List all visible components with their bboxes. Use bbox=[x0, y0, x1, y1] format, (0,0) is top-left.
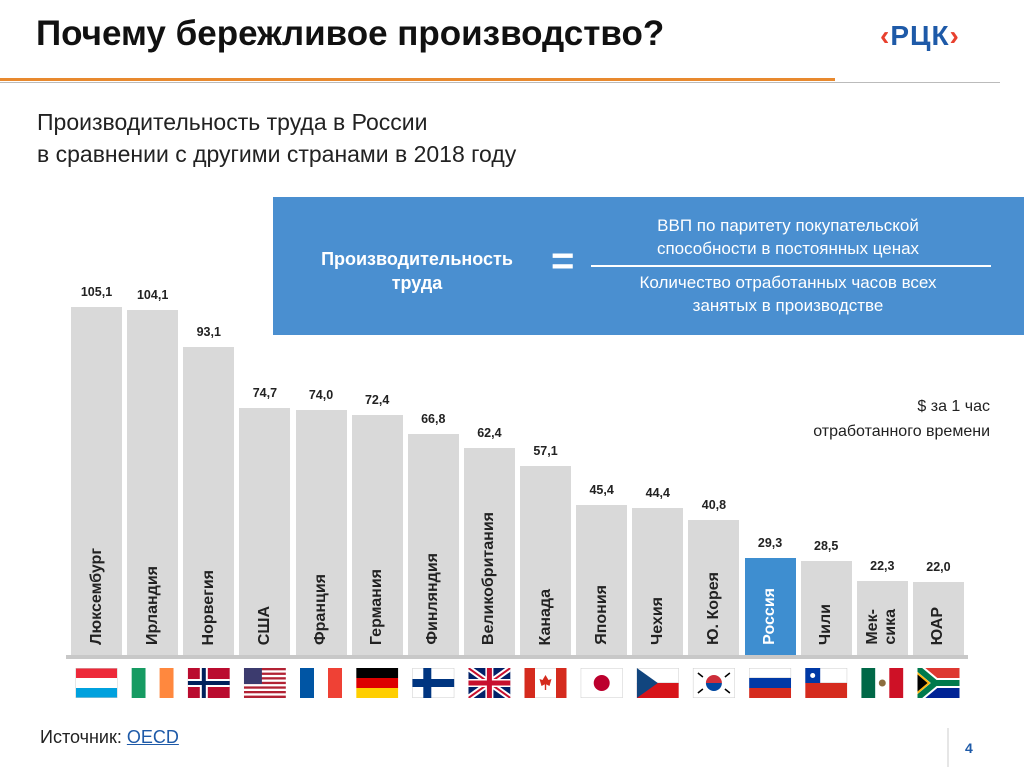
bar bbox=[239, 407, 291, 655]
fraction-line bbox=[591, 265, 991, 267]
value-label: 28,5 bbox=[814, 538, 839, 553]
bar bbox=[295, 409, 347, 655]
formula-denominator: Количество отработанных часов всех занят… bbox=[639, 273, 937, 315]
value-label: 29,3 bbox=[757, 535, 783, 550]
footer-rule bbox=[947, 728, 949, 767]
units-note: $ за 1 час отработанного времени bbox=[813, 398, 990, 440]
value-label: 72,4 bbox=[364, 393, 390, 408]
formula-numerator: ВВП по паритету покупательской способнос… bbox=[656, 216, 920, 258]
bar bbox=[71, 307, 122, 655]
category-label: США bbox=[255, 605, 273, 645]
value-label: 74,0 bbox=[308, 387, 334, 402]
bar bbox=[407, 433, 459, 655]
value-label: 104,1 bbox=[136, 288, 169, 303]
category-label: Великобритания bbox=[480, 511, 498, 645]
value-label: 62,4 bbox=[477, 426, 502, 441]
formula-left: Производительность труда bbox=[321, 249, 513, 293]
flags bbox=[66, 655, 968, 698]
category-label: Ирландия bbox=[143, 566, 161, 645]
category-label: Норвегия bbox=[199, 569, 217, 645]
bar bbox=[744, 557, 796, 655]
value-label: 74,7 bbox=[252, 385, 278, 400]
logo-text: РЦК bbox=[890, 20, 950, 51]
value-label: 22,3 bbox=[870, 559, 895, 574]
value-label: 22,0 bbox=[926, 560, 951, 575]
category-label: Чили bbox=[817, 603, 835, 645]
bar bbox=[520, 465, 572, 655]
source-link[interactable]: OECD bbox=[126, 727, 179, 747]
category-label: Чехия bbox=[648, 597, 666, 645]
value-label: 57,1 bbox=[533, 443, 558, 458]
value-label: 40,8 bbox=[701, 497, 727, 512]
category-label: Мек- сика bbox=[864, 609, 900, 645]
category-label: Япония bbox=[592, 585, 610, 645]
category-label: Финляндия bbox=[424, 553, 442, 645]
slide-title: Почему бережливое производство? bbox=[36, 14, 665, 53]
bar bbox=[183, 346, 235, 655]
category-label: ЮАР bbox=[929, 606, 947, 645]
bar bbox=[576, 504, 628, 655]
bar bbox=[912, 582, 964, 655]
bar bbox=[351, 415, 403, 655]
page-number: 4 bbox=[965, 740, 973, 756]
chart-title: Производительность труда в России в срав… bbox=[37, 109, 517, 167]
category-label: Россия bbox=[761, 588, 779, 645]
formula-equals: = bbox=[551, 239, 575, 283]
formula-box: Производительность труда = ВВП по парите… bbox=[273, 197, 1024, 335]
bar bbox=[463, 448, 515, 655]
bar bbox=[688, 519, 740, 655]
category-label: Германия bbox=[368, 568, 386, 645]
value-label: 45,4 bbox=[589, 482, 614, 497]
value-label: 44,4 bbox=[645, 485, 670, 500]
source: Источник: OECD bbox=[40, 727, 179, 748]
bar bbox=[800, 560, 852, 655]
bar bbox=[632, 507, 684, 655]
source-label: Источник: bbox=[40, 727, 122, 747]
category-label: Люксембург bbox=[87, 548, 105, 645]
category-label: Франция bbox=[312, 574, 330, 645]
category-label: Канада bbox=[536, 588, 554, 645]
logo: ‹РЦК› bbox=[880, 20, 960, 51]
value-label: 93,1 bbox=[196, 324, 221, 339]
bar bbox=[856, 581, 908, 655]
category-label: Ю. Корея bbox=[704, 572, 722, 645]
value-label: 66,8 bbox=[421, 411, 446, 426]
bar bbox=[127, 310, 179, 655]
value-label: 105,1 bbox=[80, 285, 113, 299]
header-rule bbox=[0, 78, 1000, 83]
